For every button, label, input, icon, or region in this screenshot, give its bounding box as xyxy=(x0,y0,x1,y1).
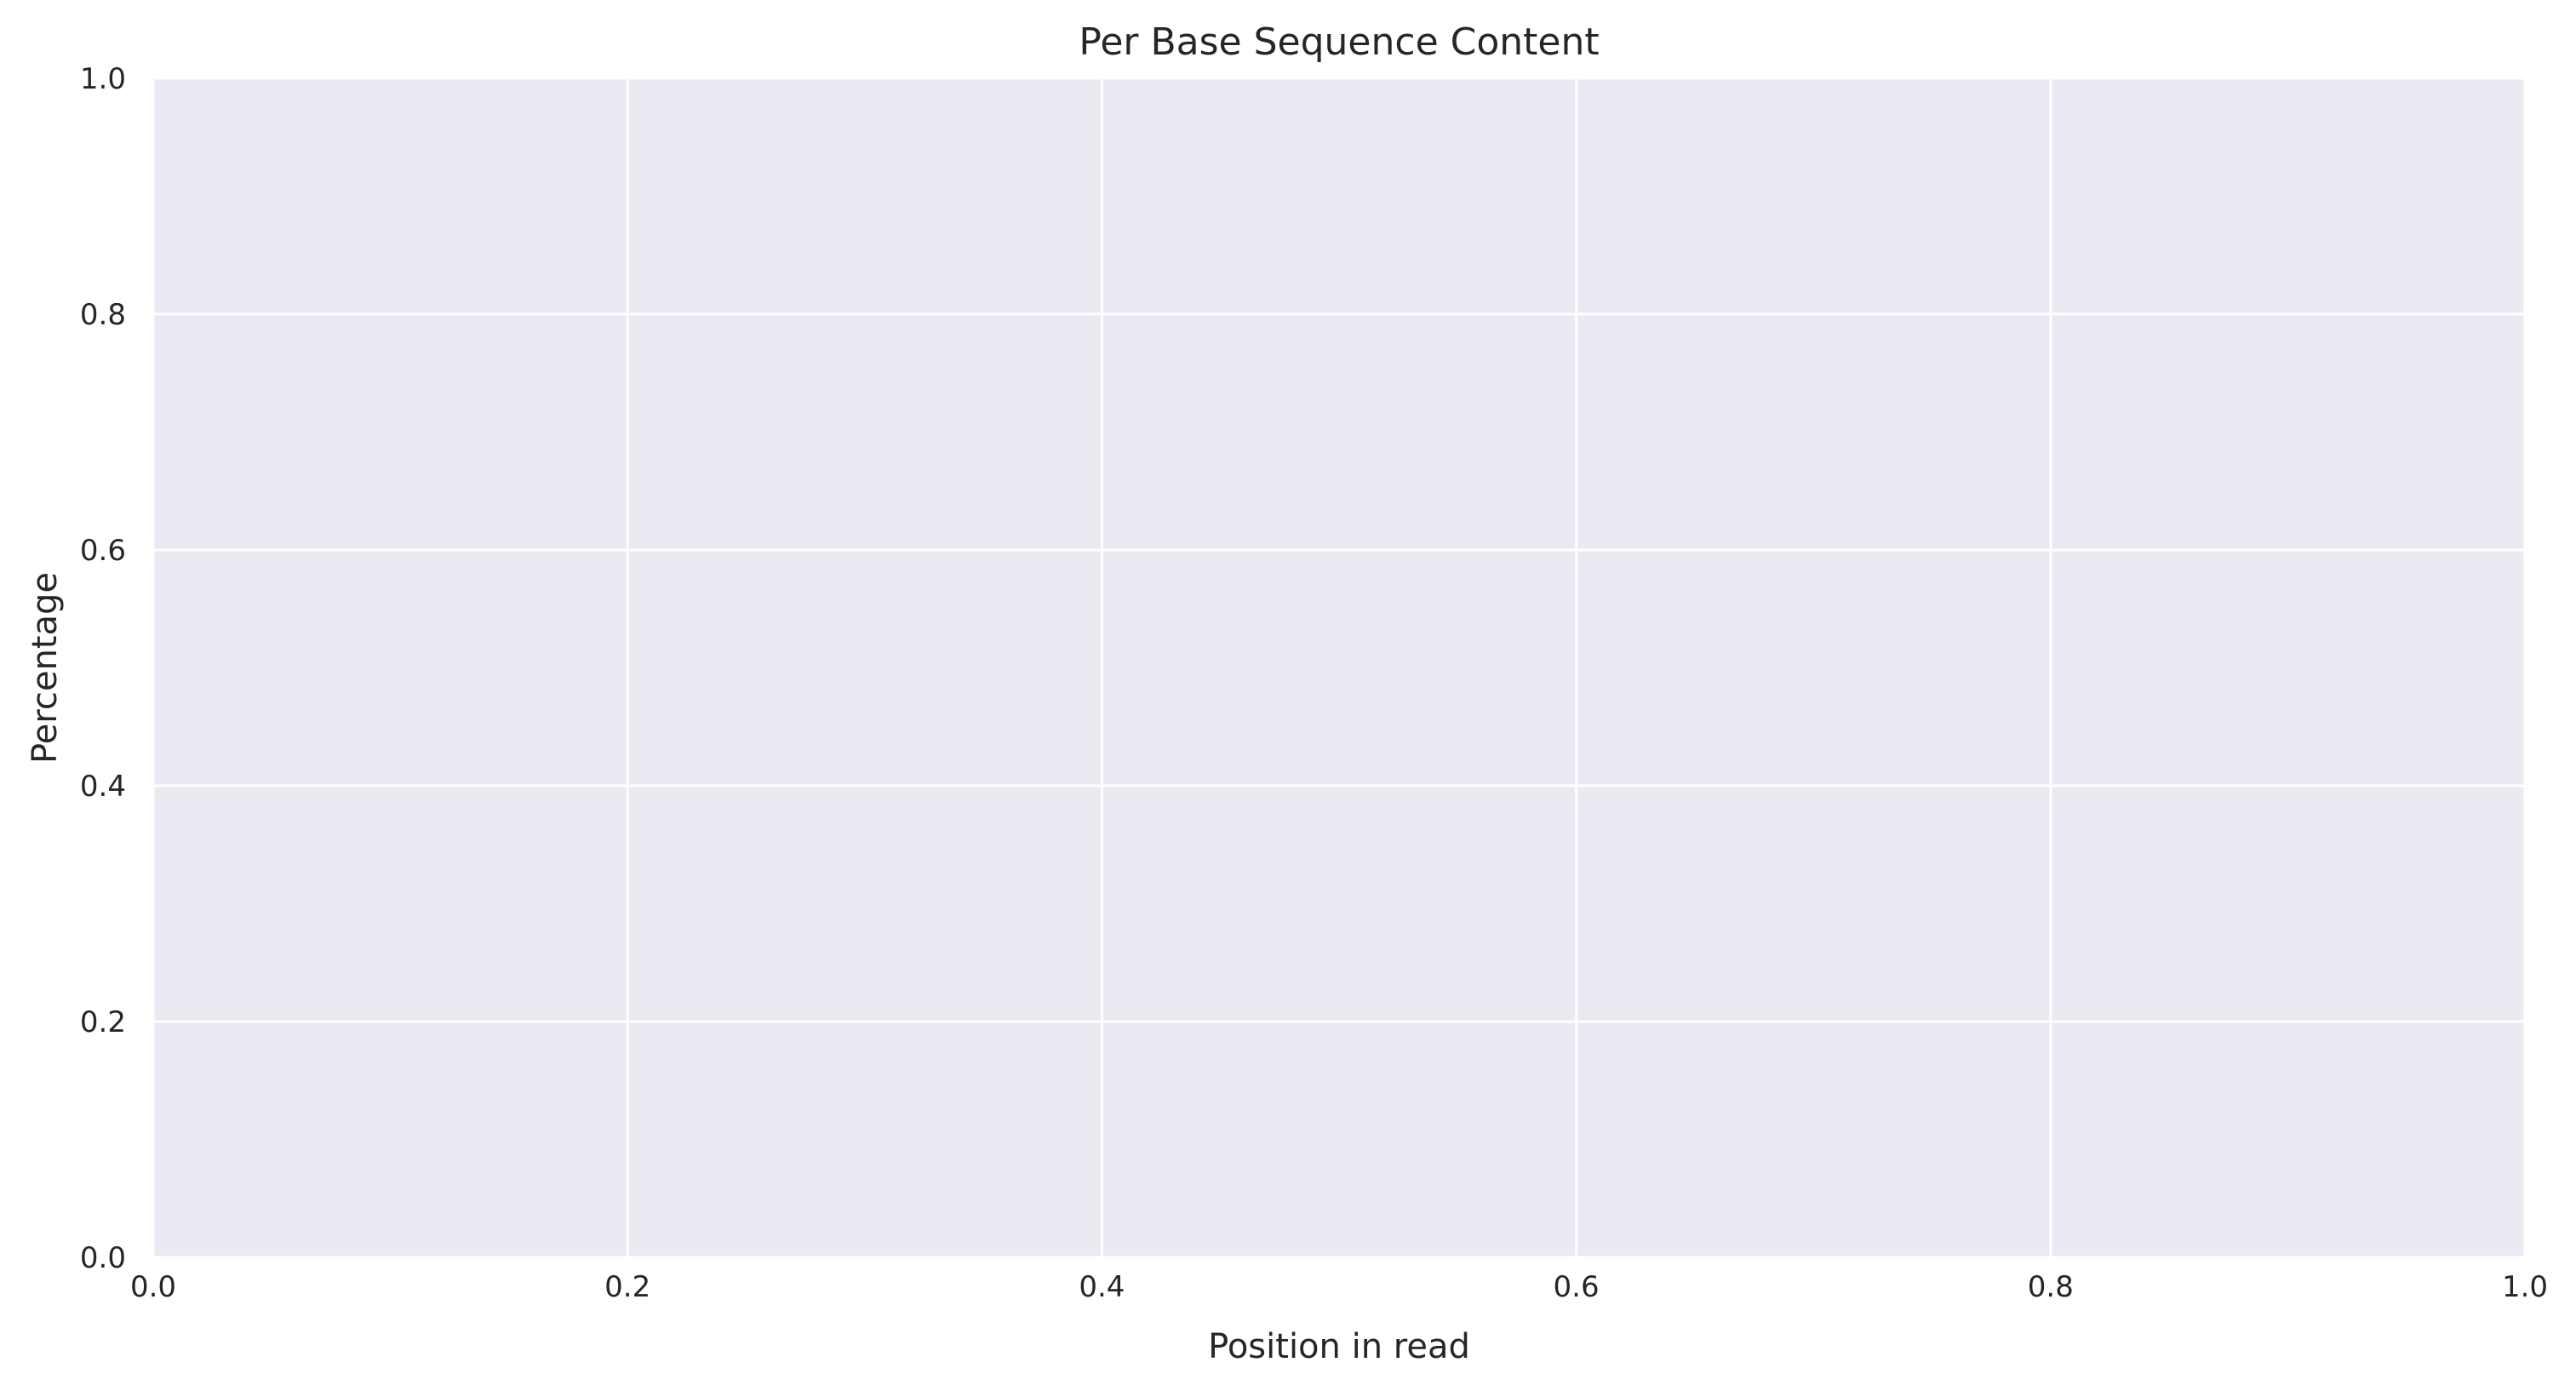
x-axis-label: Position in read xyxy=(1208,1327,1470,1366)
y-tick-label: 0.8 xyxy=(80,298,126,332)
y-tick-label: 0.2 xyxy=(80,1005,126,1039)
x-tick-label: 0.2 xyxy=(604,1270,650,1304)
y-axis-ticks: 0.0 0.2 0.4 0.6 0.8 1.0 xyxy=(80,62,126,1275)
y-tick-label: 0.4 xyxy=(80,770,126,804)
x-tick-label: 0.8 xyxy=(2028,1270,2074,1304)
y-axis-label: Percentage xyxy=(26,572,65,764)
y-tick-label: 0.6 xyxy=(80,534,126,568)
x-tick-label: 0.6 xyxy=(1554,1270,1600,1304)
y-tick-label: 0.0 xyxy=(80,1241,126,1275)
x-tick-label: 1.0 xyxy=(2502,1270,2548,1304)
plot-area xyxy=(153,78,2525,1257)
x-tick-label: 0.4 xyxy=(1079,1270,1125,1304)
y-tick-label: 1.0 xyxy=(80,62,126,96)
grid xyxy=(152,77,2527,1259)
x-axis-ticks: 0.0 0.2 0.4 0.6 0.8 1.0 xyxy=(130,1270,2548,1304)
x-tick-label: 0.0 xyxy=(130,1270,176,1304)
chart-title: Per Base Sequence Content xyxy=(1079,20,1599,64)
